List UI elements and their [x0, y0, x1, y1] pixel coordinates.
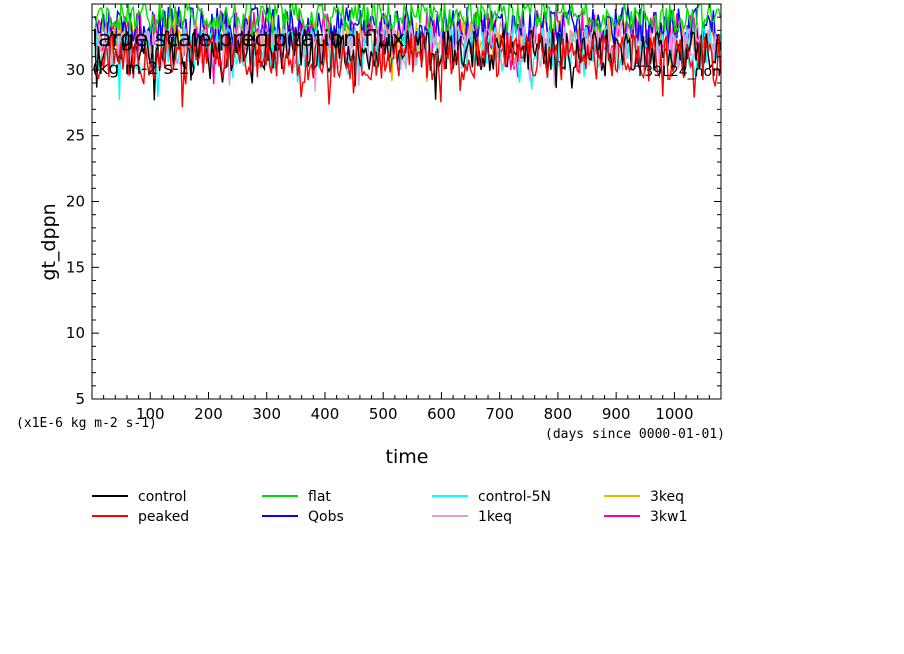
units-label: (kg m-2 s-1): [92, 59, 196, 79]
x-tick-label: 300: [252, 405, 281, 423]
x-tick-label: 800: [544, 405, 573, 423]
legend-item-Qobs: Qobs: [262, 509, 344, 525]
y-scale-note: (x1E-6 kg m-2 s-1): [16, 416, 157, 431]
x-units-note: (days since 0000-01-01): [545, 427, 725, 442]
legend: control peaked flat Qobs control-5N 1keq 3keq 3…: [92, 489, 687, 525]
series-line-peaked: [94, 31, 721, 108]
legend-label: Qobs: [308, 509, 344, 525]
x-tick-label: 1000: [655, 405, 693, 423]
series-layer: [94, 4, 721, 108]
y-tick-label: 10: [66, 324, 85, 342]
x-tick-label: 100: [136, 405, 165, 423]
x-tick-label: 600: [427, 405, 456, 423]
x-axis: 100 200 300 400 500 600 700 800 900 1000: [103, 4, 722, 423]
legend-label: control-5N: [478, 489, 551, 505]
legend-label: 3kw1: [650, 509, 687, 525]
run-label: T39L24_non: [635, 64, 721, 80]
x-tick-label: 700: [485, 405, 514, 423]
legend-item-3keq: 3keq: [604, 489, 684, 505]
legend-label: 1keq: [478, 509, 512, 525]
legend-label: peaked: [138, 509, 189, 525]
y-tick-label: 20: [66, 193, 85, 211]
legend-label: flat: [308, 489, 331, 505]
x-tick-label: 900: [602, 405, 631, 423]
y-tick-label: 25: [66, 127, 85, 145]
legend-item-control: control: [92, 489, 187, 505]
chart-title: large scale precipitation flux: [92, 27, 405, 52]
legend-item-flat: flat: [262, 489, 331, 505]
y-tick-label: 30: [66, 61, 85, 79]
y-tick-label: 5: [75, 390, 85, 408]
x-tick-label: 400: [311, 405, 340, 423]
legend-label: control: [138, 489, 187, 505]
x-tick-label: 200: [194, 405, 223, 423]
legend-item-3kw1: 3kw1: [604, 509, 687, 525]
series-line-control: [94, 27, 721, 101]
y-tick-label: 15: [66, 258, 85, 276]
series-line-flat: [94, 4, 721, 39]
x-tick-label: 500: [369, 405, 398, 423]
legend-item-control-5N: control-5N: [432, 489, 551, 505]
y-axis-label: gt_dppn: [38, 203, 60, 280]
legend-label: 3keq: [650, 489, 684, 505]
legend-item-1keq: 1keq: [432, 509, 512, 525]
y-axis: 5 10 15 20 25 30: [66, 3, 721, 408]
legend-item-peaked: peaked: [92, 509, 189, 525]
x-axis-label: time: [386, 446, 429, 468]
series-line-Qobs: [94, 6, 721, 66]
